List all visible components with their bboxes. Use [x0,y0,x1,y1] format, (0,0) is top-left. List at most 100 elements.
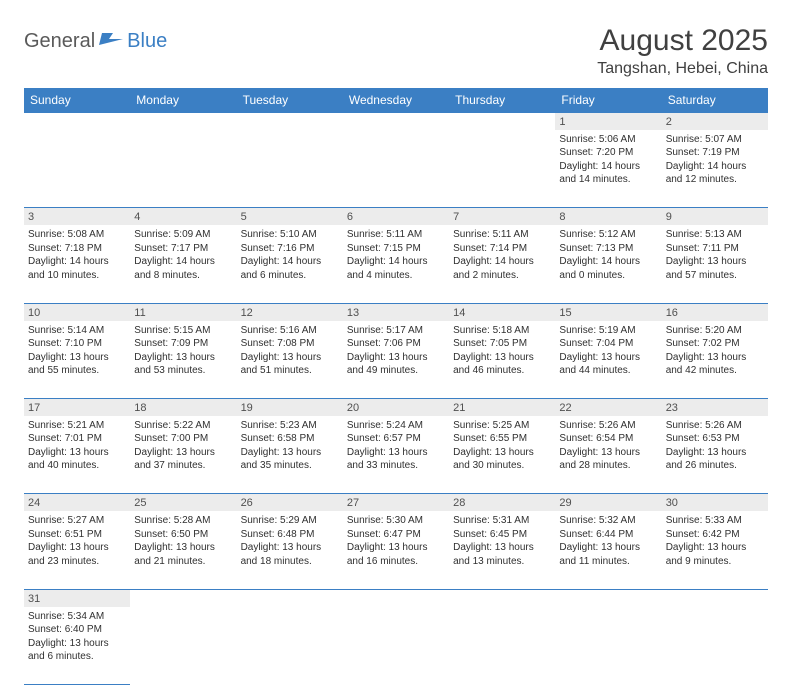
sunrise-text: Sunrise: 5:12 AM [559,228,657,242]
daylight-text-1: Daylight: 13 hours [666,351,764,365]
sunrise-text: Sunrise: 5:33 AM [666,514,764,528]
weekday-header: Tuesday [237,88,343,113]
day-detail-cell: Sunrise: 5:11 AMSunset: 7:14 PMDaylight:… [449,225,555,303]
day-number-cell: 7 [449,208,555,225]
daylight-text-2: and 11 minutes. [559,555,657,569]
day-number-cell: 15 [555,303,661,320]
sunrise-text: Sunrise: 5:23 AM [241,419,339,433]
day-detail-cell: Sunrise: 5:06 AMSunset: 7:20 PMDaylight:… [555,130,661,208]
day-detail-cell [555,607,661,685]
day-detail-cell: Sunrise: 5:28 AMSunset: 6:50 PMDaylight:… [130,511,236,589]
sunset-text: Sunset: 7:11 PM [666,242,764,256]
weekday-header: Sunday [24,88,130,113]
daylight-text-1: Daylight: 13 hours [666,541,764,555]
detail-row: Sunrise: 5:34 AMSunset: 6:40 PMDaylight:… [24,607,768,685]
sunset-text: Sunset: 7:15 PM [347,242,445,256]
detail-row: Sunrise: 5:14 AMSunset: 7:10 PMDaylight:… [24,321,768,399]
weekday-header: Thursday [449,88,555,113]
sunrise-text: Sunrise: 5:26 AM [559,419,657,433]
daylight-text-1: Daylight: 13 hours [347,446,445,460]
sunset-text: Sunset: 7:00 PM [134,432,232,446]
daylight-text-2: and 8 minutes. [134,269,232,283]
day-detail-cell: Sunrise: 5:13 AMSunset: 7:11 PMDaylight:… [662,225,768,303]
page-header: General Blue August 2025 Tangshan, Hebei… [24,24,768,78]
calendar-body: 12Sunrise: 5:06 AMSunset: 7:20 PMDayligh… [24,113,768,685]
sunset-text: Sunset: 6:55 PM [453,432,551,446]
detail-row: Sunrise: 5:21 AMSunset: 7:01 PMDaylight:… [24,416,768,494]
day-detail-cell: Sunrise: 5:33 AMSunset: 6:42 PMDaylight:… [662,511,768,589]
sunrise-text: Sunrise: 5:08 AM [28,228,126,242]
title-block: August 2025 Tangshan, Hebei, China [597,24,768,78]
daylight-text-1: Daylight: 13 hours [559,351,657,365]
day-number-cell [662,589,768,606]
day-detail-cell: Sunrise: 5:19 AMSunset: 7:04 PMDaylight:… [555,321,661,399]
daylight-text-2: and 33 minutes. [347,459,445,473]
day-number-cell: 30 [662,494,768,511]
sunrise-text: Sunrise: 5:24 AM [347,419,445,433]
day-number-cell: 1 [555,113,661,130]
weekday-header: Monday [130,88,236,113]
day-detail-cell: Sunrise: 5:31 AMSunset: 6:45 PMDaylight:… [449,511,555,589]
day-detail-cell [237,130,343,208]
sunrise-text: Sunrise: 5:26 AM [666,419,764,433]
day-number-cell: 8 [555,208,661,225]
sunrise-text: Sunrise: 5:11 AM [453,228,551,242]
day-number-cell [130,589,236,606]
sunrise-text: Sunrise: 5:15 AM [134,324,232,338]
day-number-cell [130,113,236,130]
daylight-text-2: and 30 minutes. [453,459,551,473]
day-detail-cell: Sunrise: 5:08 AMSunset: 7:18 PMDaylight:… [24,225,130,303]
sunrise-text: Sunrise: 5:29 AM [241,514,339,528]
sunset-text: Sunset: 7:19 PM [666,146,764,160]
daylight-text-1: Daylight: 14 hours [28,255,126,269]
day-number-cell [24,113,130,130]
daylight-text-1: Daylight: 14 hours [241,255,339,269]
sunrise-text: Sunrise: 5:19 AM [559,324,657,338]
sunrise-text: Sunrise: 5:18 AM [453,324,551,338]
day-number-cell: 2 [662,113,768,130]
logo-text-general: General [24,30,95,53]
day-detail-cell: Sunrise: 5:24 AMSunset: 6:57 PMDaylight:… [343,416,449,494]
day-detail-cell [449,130,555,208]
sunset-text: Sunset: 7:01 PM [28,432,126,446]
daylight-text-2: and 12 minutes. [666,173,764,187]
day-number-cell: 26 [237,494,343,511]
sunset-text: Sunset: 7:08 PM [241,337,339,351]
day-detail-cell: Sunrise: 5:18 AMSunset: 7:05 PMDaylight:… [449,321,555,399]
day-number-cell: 11 [130,303,236,320]
weekday-header: Saturday [662,88,768,113]
sunrise-text: Sunrise: 5:13 AM [666,228,764,242]
daylight-text-2: and 6 minutes. [28,650,126,664]
day-detail-cell: Sunrise: 5:15 AMSunset: 7:09 PMDaylight:… [130,321,236,399]
daylight-text-1: Daylight: 14 hours [559,160,657,174]
day-detail-cell: Sunrise: 5:07 AMSunset: 7:19 PMDaylight:… [662,130,768,208]
sunrise-text: Sunrise: 5:30 AM [347,514,445,528]
sunset-text: Sunset: 6:44 PM [559,528,657,542]
sunset-text: Sunset: 7:02 PM [666,337,764,351]
logo-text-blue: Blue [127,30,167,53]
daylight-text-2: and 16 minutes. [347,555,445,569]
daylight-text-1: Daylight: 13 hours [134,446,232,460]
sunset-text: Sunset: 6:50 PM [134,528,232,542]
day-detail-cell [130,130,236,208]
daylight-text-2: and 35 minutes. [241,459,339,473]
detail-row: Sunrise: 5:08 AMSunset: 7:18 PMDaylight:… [24,225,768,303]
sunrise-text: Sunrise: 5:20 AM [666,324,764,338]
day-number-cell: 24 [24,494,130,511]
location-text: Tangshan, Hebei, China [597,60,768,78]
day-detail-cell: Sunrise: 5:23 AMSunset: 6:58 PMDaylight:… [237,416,343,494]
day-number-cell: 23 [662,399,768,416]
daylight-text-1: Daylight: 14 hours [453,255,551,269]
day-number-cell: 29 [555,494,661,511]
sunset-text: Sunset: 7:09 PM [134,337,232,351]
daylight-text-2: and 46 minutes. [453,364,551,378]
daylight-text-1: Daylight: 13 hours [559,446,657,460]
sunrise-text: Sunrise: 5:11 AM [347,228,445,242]
sunrise-text: Sunrise: 5:14 AM [28,324,126,338]
daylight-text-2: and 53 minutes. [134,364,232,378]
sunset-text: Sunset: 6:47 PM [347,528,445,542]
day-number-cell: 5 [237,208,343,225]
daynum-row: 3456789 [24,208,768,225]
sunrise-text: Sunrise: 5:22 AM [134,419,232,433]
day-number-cell: 31 [24,589,130,606]
